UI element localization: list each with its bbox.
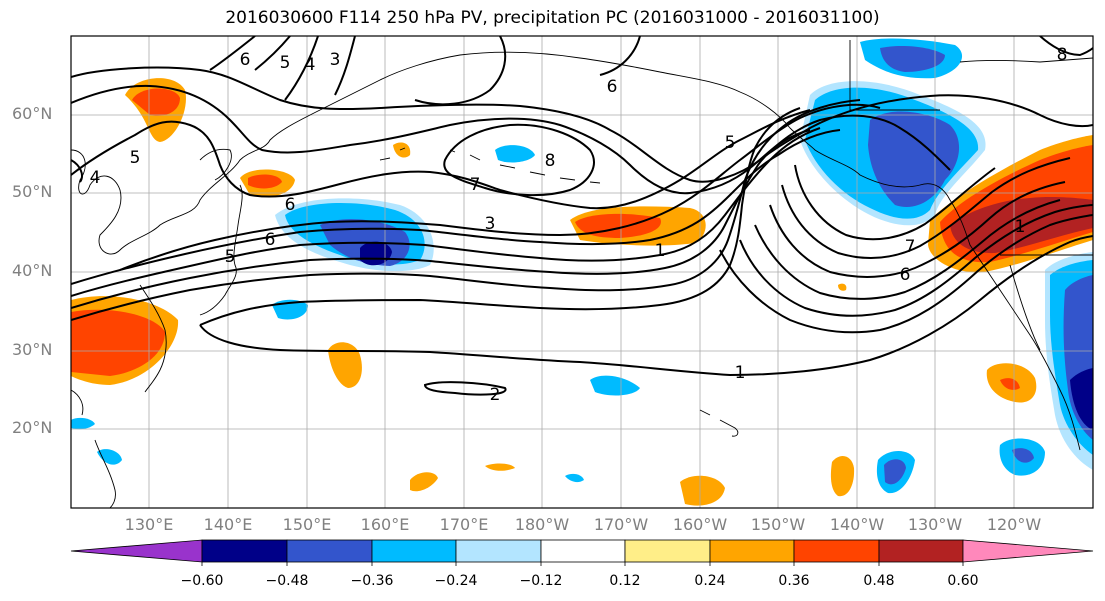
contour-label: 3 xyxy=(485,214,496,234)
map-title: 2016030600 F114 250 hPa PV, precipitatio… xyxy=(225,8,880,28)
contour-label: 6 xyxy=(285,195,296,215)
contour-label: 4 xyxy=(90,168,101,188)
colorbar-segment xyxy=(878,539,964,563)
colorbar-segment xyxy=(286,539,373,563)
lon-label: 170°W xyxy=(593,515,649,534)
lon-label: 130°E xyxy=(124,515,174,534)
pc-blob xyxy=(97,449,122,465)
lon-label: 140°E xyxy=(203,515,253,534)
lon-label: 150°E xyxy=(282,515,332,534)
pv-contours xyxy=(71,36,1093,396)
lat-label: 50°N xyxy=(12,182,53,201)
contour-label: 6 xyxy=(240,50,251,70)
pc-blob xyxy=(485,463,515,471)
colorbar-tick-label: −0.36 xyxy=(350,573,394,589)
colorbar-segment xyxy=(371,539,457,563)
pc-blob xyxy=(328,342,362,388)
contour-label: 5 xyxy=(225,247,236,267)
lat-label: 60°N xyxy=(12,104,53,123)
pc-blob xyxy=(880,46,945,72)
lat-label: 40°N xyxy=(12,261,53,280)
pc-blob xyxy=(248,174,282,189)
pc-blob xyxy=(680,475,725,506)
contour-label: 3 xyxy=(330,50,341,70)
pc-blob xyxy=(884,459,906,485)
pc-blob xyxy=(1070,368,1093,430)
colorbar xyxy=(70,539,1094,566)
contour-label: 7 xyxy=(905,237,916,257)
colorbar-tick-label: 0.48 xyxy=(863,573,895,589)
colorbar-segment xyxy=(709,539,795,563)
lon-label: 140°W xyxy=(829,515,885,534)
lon-label: 150°W xyxy=(750,515,806,534)
pc-blob xyxy=(71,417,95,430)
pc-blob xyxy=(590,375,640,396)
contour-label: 7 xyxy=(470,175,481,195)
plot-frame xyxy=(70,35,1094,509)
colorbar-tick-label: −0.60 xyxy=(180,573,224,589)
lon-label: 170°E xyxy=(439,515,489,534)
contour-label: 1 xyxy=(655,241,666,261)
lat-label: 20°N xyxy=(12,418,53,437)
contour-label: 8 xyxy=(1057,45,1068,65)
contour-label: 5 xyxy=(130,148,141,168)
lon-label: 160°E xyxy=(360,515,410,534)
contour-label: 4 xyxy=(305,55,316,75)
pc-blob xyxy=(830,456,855,497)
colorbar-tick-label: −0.48 xyxy=(265,573,309,589)
lon-label: 160°W xyxy=(672,515,728,534)
pc-blob xyxy=(410,472,438,492)
pc-blob xyxy=(565,473,584,483)
contour-labels: 6 5 4 3 6 5 4 5 6 6 8 7 3 1 5 1 7 6 2 1 … xyxy=(90,45,1068,405)
contour-label: 6 xyxy=(607,77,618,97)
colorbar-segment xyxy=(962,539,1094,563)
contour-label: 1 xyxy=(735,363,746,383)
pc-blob xyxy=(495,145,535,163)
colorbar-segment xyxy=(624,539,711,563)
pc-blob xyxy=(71,309,165,376)
colorbar-tick-label: −0.24 xyxy=(434,573,478,589)
pc-blob xyxy=(393,142,411,158)
pc-blob xyxy=(1000,378,1020,390)
colorbar-segment xyxy=(70,539,203,563)
pc-blob xyxy=(868,111,960,208)
colorbar-tick-label: 0.12 xyxy=(609,573,641,589)
pc-blob xyxy=(838,283,847,291)
colorbar-tick-label: 0.24 xyxy=(694,573,726,589)
pc-blob xyxy=(1012,448,1034,463)
colorbar-segment xyxy=(455,539,542,563)
colorbar-tick-label: −0.12 xyxy=(519,573,563,589)
contour-label: 6 xyxy=(900,265,911,285)
lon-label: 180°W xyxy=(514,515,570,534)
colorbar-tick-label: 0.36 xyxy=(778,573,810,589)
contour-label: 1 xyxy=(1015,217,1026,237)
lon-label: 130°W xyxy=(907,515,963,534)
contour-label: 8 xyxy=(545,151,556,171)
colorbar-tick-label: 0.60 xyxy=(947,573,979,589)
colorbar-segment xyxy=(540,539,626,563)
contour-label: 5 xyxy=(280,53,291,73)
lat-label: 30°N xyxy=(12,340,53,359)
contour-label: 5 xyxy=(725,133,736,153)
contour-label: 6 xyxy=(265,230,276,250)
lon-label: 120°W xyxy=(986,515,1042,534)
colorbar-segment xyxy=(201,539,288,563)
contour-label: 2 xyxy=(490,385,501,405)
colorbar-segment xyxy=(793,539,880,563)
pc-blob xyxy=(132,88,180,116)
